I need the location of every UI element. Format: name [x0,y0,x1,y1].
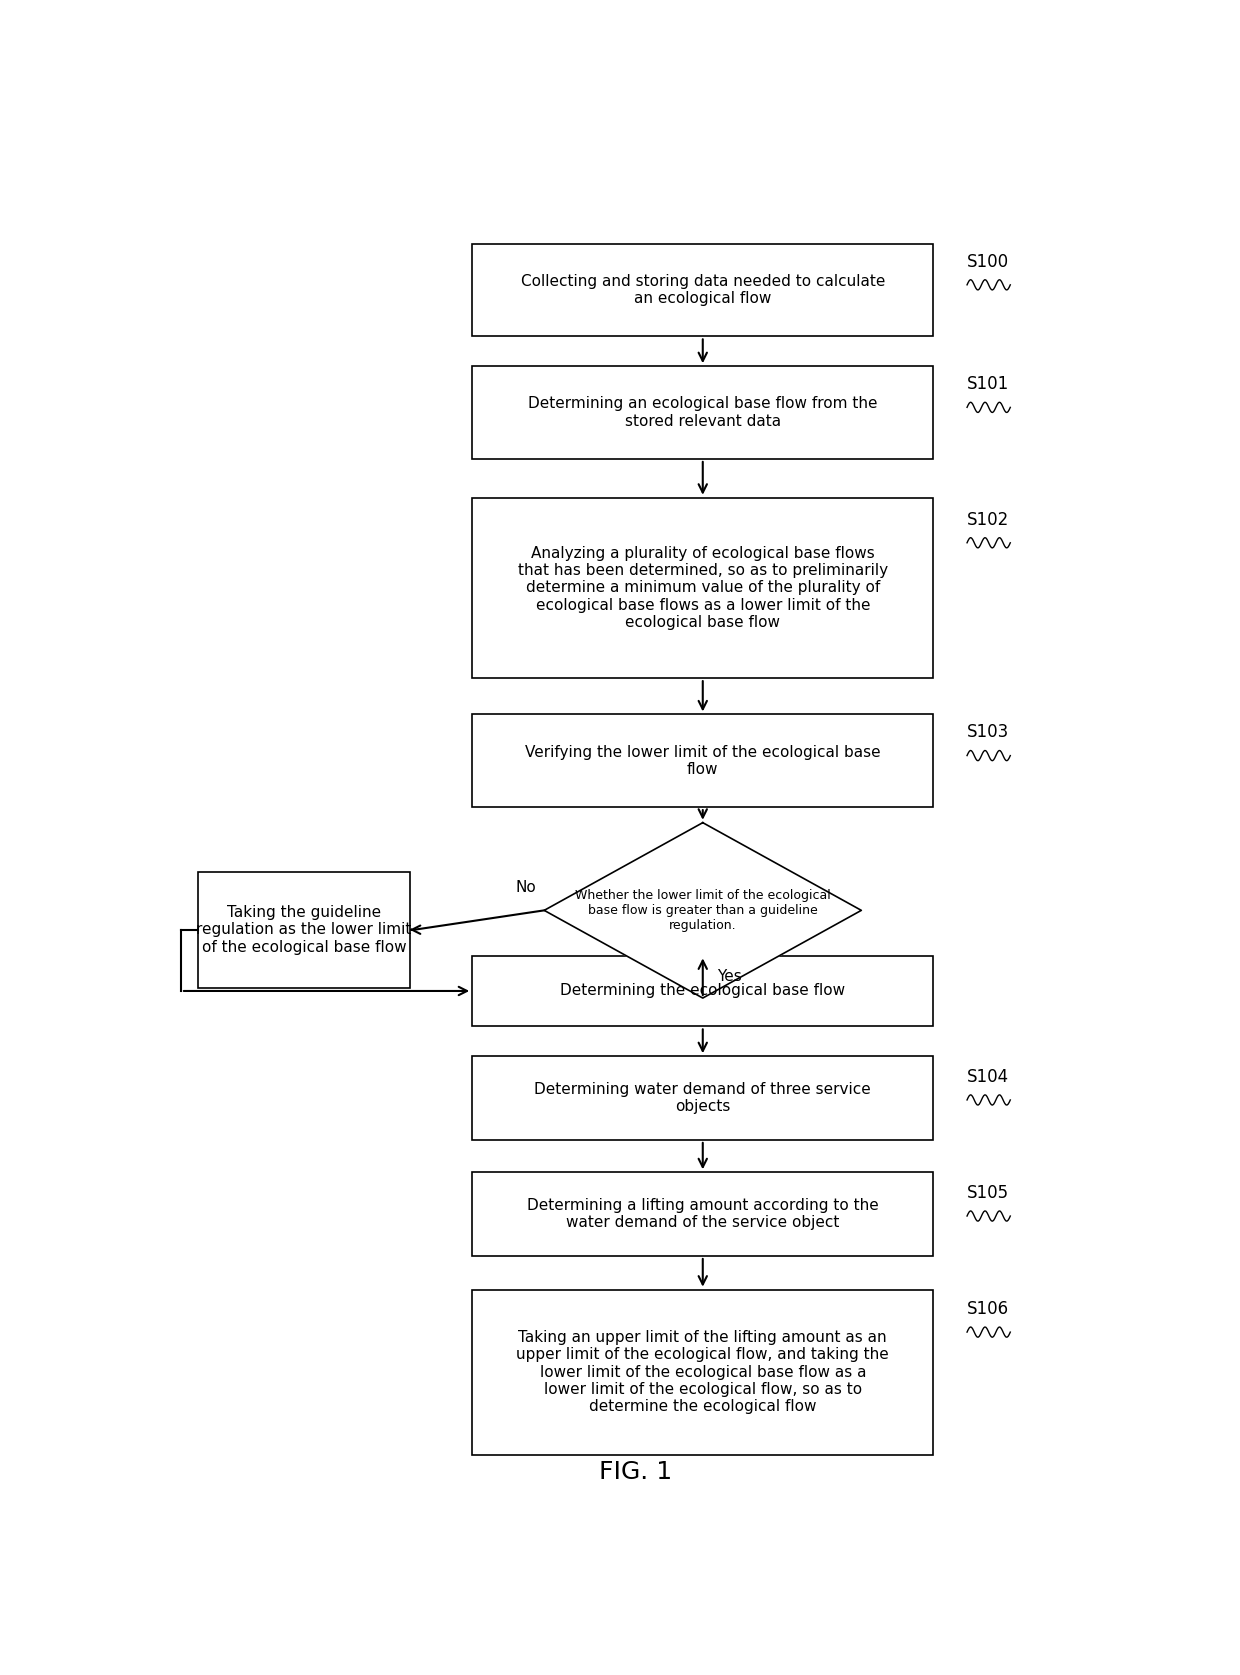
Text: S102: S102 [967,511,1009,529]
Text: Taking the guideline
regulation as the lower limit
of the ecological base flow: Taking the guideline regulation as the l… [196,905,412,955]
FancyBboxPatch shape [472,497,934,678]
Text: Yes: Yes [717,970,742,985]
Text: S101: S101 [967,375,1009,394]
Text: Whether the lower limit of the ecological
base flow is greater than a guideline
: Whether the lower limit of the ecologica… [575,889,831,931]
Text: Determining the ecological base flow: Determining the ecological base flow [560,983,846,998]
Text: Analyzing a plurality of ecological base flows
that has been determined, so as t: Analyzing a plurality of ecological base… [518,546,888,630]
Text: Verifying the lower limit of the ecological base
flow: Verifying the lower limit of the ecologi… [525,745,880,777]
FancyBboxPatch shape [472,367,934,459]
Text: Taking an upper limit of the lifting amount as an
upper limit of the ecological : Taking an upper limit of the lifting amo… [516,1330,889,1414]
Text: Determining a lifting amount according to the
water demand of the service object: Determining a lifting amount according t… [527,1198,879,1231]
Text: Determining an ecological base flow from the
stored relevant data: Determining an ecological base flow from… [528,397,878,429]
Text: FIG. 1: FIG. 1 [599,1461,672,1484]
FancyBboxPatch shape [472,714,934,807]
Text: S105: S105 [967,1184,1009,1201]
FancyBboxPatch shape [472,1057,934,1141]
FancyBboxPatch shape [472,955,934,1027]
Text: S104: S104 [967,1067,1009,1085]
FancyBboxPatch shape [472,243,934,337]
FancyBboxPatch shape [472,1290,934,1454]
Text: No: No [516,879,537,894]
Text: S103: S103 [967,724,1009,742]
Text: S106: S106 [967,1300,1009,1318]
FancyBboxPatch shape [472,1172,934,1256]
Text: Determining water demand of three service
objects: Determining water demand of three servic… [534,1082,872,1114]
Text: Collecting and storing data needed to calculate
an ecological flow: Collecting and storing data needed to ca… [521,273,885,307]
FancyBboxPatch shape [198,871,409,988]
Text: S100: S100 [967,253,1009,271]
Polygon shape [544,822,862,998]
